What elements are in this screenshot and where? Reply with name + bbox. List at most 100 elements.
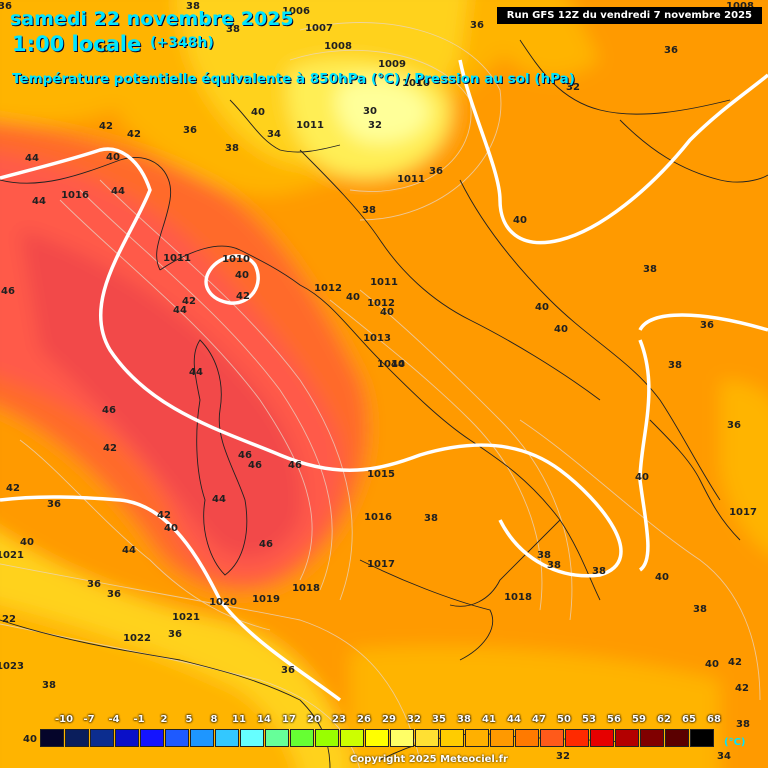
legend-tick-label: 29 xyxy=(382,714,396,725)
temperature-label: 36 xyxy=(168,629,182,640)
pressure-label: 1016 xyxy=(364,512,392,523)
pressure-label: 1012 xyxy=(367,298,395,309)
legend-swatch xyxy=(365,729,389,747)
temperature-label: 40 xyxy=(251,107,265,118)
pressure-label: 1008 xyxy=(726,1,754,12)
temperature-label: 36 xyxy=(664,45,678,56)
temperature-label: 36 xyxy=(470,20,484,31)
temperature-label: 36 xyxy=(0,1,12,12)
temperature-label: 42 xyxy=(6,483,20,494)
pressure-label: 1021 xyxy=(0,550,24,561)
temperature-label: 46 xyxy=(288,460,302,471)
temperature-label: 22 xyxy=(2,614,16,625)
legend-tick-label: 44 xyxy=(507,714,521,725)
isobar-1015 xyxy=(0,59,768,702)
pressure-label: 1011 xyxy=(370,277,398,288)
legend-swatch xyxy=(65,729,89,747)
temperature-label: 42 xyxy=(728,657,742,668)
legend-tick-label: 35 xyxy=(432,714,446,725)
pressure-label: 1022 xyxy=(123,633,151,644)
temperature-label: 40 xyxy=(20,537,34,548)
legend-tick-label: 32 xyxy=(407,714,421,725)
legend-tick-label: 23 xyxy=(332,714,346,725)
pressure-label: 1009 xyxy=(378,59,406,70)
temperature-label: 36 xyxy=(700,320,714,331)
legend-tick-label: 38 xyxy=(457,714,471,725)
legend-tick-label: 47 xyxy=(532,714,546,725)
legend-swatch xyxy=(240,729,264,747)
temperature-label: 34 xyxy=(717,751,731,762)
temperature-label: 42 xyxy=(103,443,117,454)
contour-lines xyxy=(0,22,761,768)
pressure-label: 1011 xyxy=(296,120,324,131)
legend-swatch xyxy=(140,729,164,747)
temperature-label: 38 xyxy=(42,680,56,691)
legend-swatch xyxy=(565,729,589,747)
legend-ticks: -10 -7 -4 -1 2 5 8 11 14 17 20 23 26 29 32 35 38 41 44 47 50… xyxy=(0,714,768,728)
pressure-label: 1021 xyxy=(172,612,200,623)
temperature-label: 42 xyxy=(182,296,196,307)
pressure-label: 1023 xyxy=(0,661,24,672)
color-legend xyxy=(40,729,715,749)
legend-swatch xyxy=(40,729,64,747)
pressure-label: 1007 xyxy=(305,23,333,34)
temperature-label: 40 xyxy=(655,572,669,583)
legend-swatch xyxy=(165,729,189,747)
legend-tick-label: 53 xyxy=(582,714,596,725)
temperature-label: 40 xyxy=(705,659,719,670)
temperature-label: 46 xyxy=(259,539,273,550)
temperature-label: 42 xyxy=(735,683,749,694)
legend-tick-label: 8 xyxy=(210,714,218,725)
pressure-label: 1012 xyxy=(314,283,342,294)
temperature-label: 38 xyxy=(424,513,438,524)
temperature-label: 44 xyxy=(25,153,39,164)
legend-tick-label: 59 xyxy=(632,714,646,725)
temperature-label: 38 xyxy=(225,143,239,154)
temperature-label: 34 xyxy=(267,129,281,140)
pressure-label: 1013 xyxy=(363,333,391,344)
legend-tick-label: 62 xyxy=(657,714,671,725)
legend-tick-label: 41 xyxy=(482,714,496,725)
legend-swatch xyxy=(315,729,339,747)
pressure-label: 1020 xyxy=(209,597,237,608)
legend-tick-label: 65 xyxy=(682,714,696,725)
temperature-label: 40 xyxy=(535,302,549,313)
temperature-label: 38 xyxy=(547,560,561,571)
temperature-label: 46 xyxy=(238,450,252,461)
legend-tick-label: -7 xyxy=(83,714,95,725)
temperature-label: 46 xyxy=(248,460,262,471)
temperature-label: 30 xyxy=(363,106,377,117)
legend-swatch xyxy=(265,729,289,747)
temperature-label: 40 xyxy=(380,307,394,318)
temperature-label: 36 xyxy=(87,579,101,590)
legend-swatch xyxy=(615,729,639,747)
legend-swatch xyxy=(690,729,714,747)
temperature-label: 44 xyxy=(212,494,226,505)
temperature-label: 32 xyxy=(566,82,580,93)
run-info-badge: Run GFS 12Z du vendredi 7 novembre 2025 xyxy=(496,7,762,24)
temperature-label: 36 xyxy=(107,589,121,600)
temperature-label: 38 xyxy=(362,205,376,216)
temperature-label: 44 xyxy=(32,196,46,207)
legend-tick-label: -4 xyxy=(108,714,120,725)
temperature-label: 38 xyxy=(537,550,551,561)
pressure-label: 1015 xyxy=(367,469,395,480)
legend-swatch xyxy=(290,729,314,747)
temperature-label: 44 xyxy=(122,545,136,556)
legend-tick-label: 56 xyxy=(607,714,621,725)
temperature-label: 42 xyxy=(236,291,250,302)
legend-tick-label: 17 xyxy=(282,714,296,725)
temperature-label: 40 xyxy=(513,215,527,226)
legend-swatch xyxy=(190,729,214,747)
temperature-label: 44 xyxy=(189,367,203,378)
legend-swatch xyxy=(115,729,139,747)
lead-time: (+348h) xyxy=(150,35,214,51)
legend-tick-label: 14 xyxy=(257,714,271,725)
temperature-label: 38 xyxy=(736,719,750,730)
temperature-label: 38 xyxy=(668,360,682,371)
temperature-label: 38 xyxy=(643,264,657,275)
date-title: samedi 22 novembre 2025 xyxy=(10,8,294,30)
pressure-labels: 1006 1007 1008 1009 1010 1011 1011 1016 1011 1010… xyxy=(0,1,757,672)
legend-swatch xyxy=(340,729,364,747)
pressure-label: 1011 xyxy=(163,253,191,264)
